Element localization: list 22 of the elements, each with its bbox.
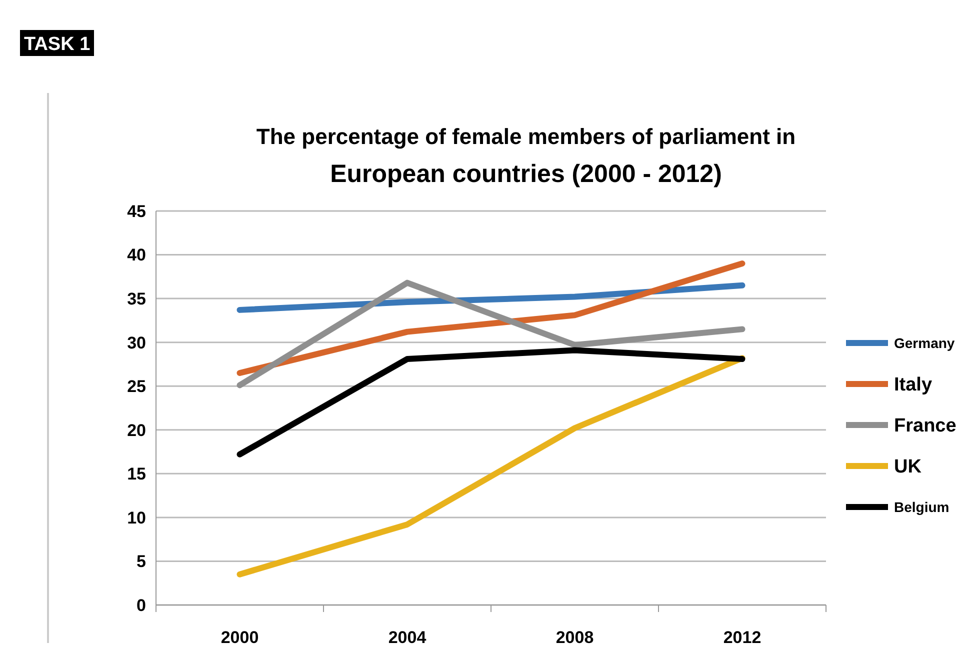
y-tick-label: 20 <box>127 420 146 440</box>
y-tick-label: 45 <box>127 202 146 221</box>
y-tick-label: 10 <box>127 508 146 528</box>
x-tick-label: 2000 <box>220 628 259 647</box>
text: TASK 1 <box>24 34 91 55</box>
y-tick-label: 0 <box>136 596 146 615</box>
y-tick-label: 35 <box>127 290 146 309</box>
y-tick-label: 25 <box>127 377 146 396</box>
legend-label: Italy <box>894 374 932 396</box>
x-tick-label: 2004 <box>388 628 427 647</box>
legend-label: Germany <box>894 334 955 351</box>
legend-label: Belgium <box>894 498 950 515</box>
y-tick-label: 5 <box>136 552 146 572</box>
chart-title: The percentage of female members of parliament in <box>256 124 796 149</box>
y-tick-label: 15 <box>127 464 146 484</box>
x-tick-label: 2012 <box>723 628 762 647</box>
legend-label: UK <box>894 456 922 478</box>
y-tick-label: 30 <box>127 333 146 352</box>
y-tick-label: 40 <box>127 246 146 265</box>
x-tick-label: 2008 <box>556 628 594 647</box>
chart-subtitle: European countries (2000 - 2012) <box>330 160 722 188</box>
legend-label: France <box>894 416 956 437</box>
